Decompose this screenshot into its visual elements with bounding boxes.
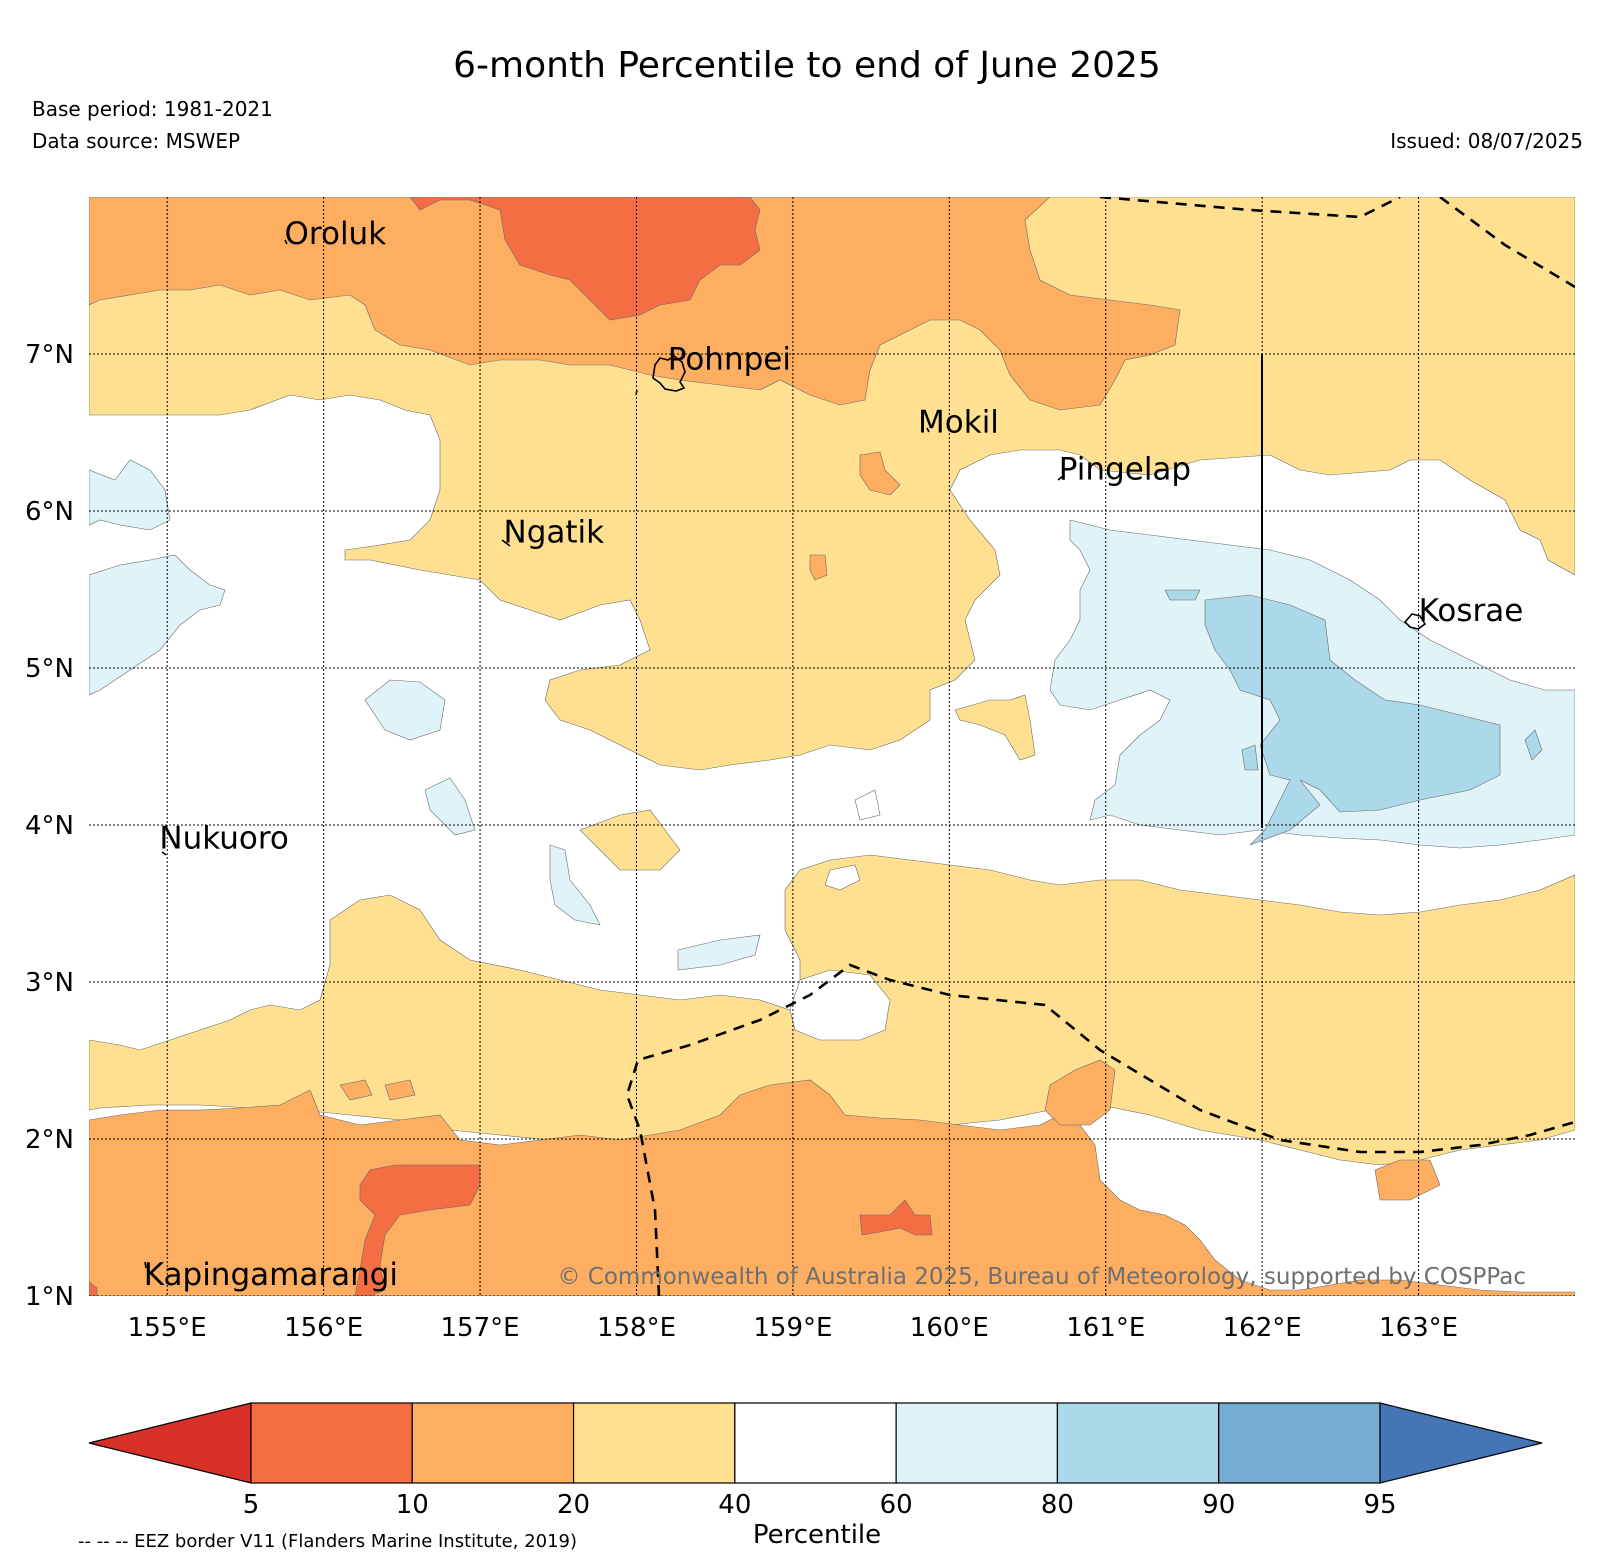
colorbar-tick-label: 5 — [243, 1490, 260, 1520]
latitude-tick-label: 7°N — [25, 340, 74, 370]
latitude-tick-label: 3°N — [25, 968, 74, 998]
south-orange-region — [89, 1079, 1575, 1296]
paleblue-patch-3 — [549, 844, 601, 926]
white-hole-south-center — [789, 969, 891, 1041]
island-outlines — [144, 239, 1427, 1269]
orange-patch-ngatik — [809, 554, 828, 581]
band-80-90-regions — [1164, 589, 1543, 846]
longitude-tick-label: 157°E — [441, 1313, 520, 1343]
lightblue-patch-3 — [1524, 729, 1543, 761]
colorbar-tick-label: 80 — [1041, 1490, 1074, 1520]
lightblue-patch-2 — [1241, 744, 1259, 771]
mokil-island-mark — [926, 427, 930, 433]
latitude-tick-label: 1°N — [25, 1282, 74, 1312]
colorbar-bin — [250, 1402, 413, 1484]
north-red-region — [409, 197, 761, 321]
eez-border-note: -- -- -- EEZ border V11 (Flanders Marine… — [78, 1531, 577, 1552]
west-paleblue-region — [89, 554, 226, 696]
latitude-tick-labels: 1°N 2°N 3°N 4°N 5°N 6°N 7°N — [25, 340, 74, 1312]
south-red-patch-west — [89, 1281, 98, 1296]
colorbar-tick-label: 60 — [880, 1490, 913, 1520]
latitude-tick-label: 4°N — [25, 811, 74, 841]
ngatik-island-mark — [501, 539, 511, 547]
latitude-tick-label: 5°N — [25, 654, 74, 684]
colorbar-bin — [1218, 1402, 1381, 1484]
paleblue-patch-1 — [364, 679, 446, 741]
longitude-tick-labels: 155°E 156°E 157°E 158°E 159°E 160°E 161°E 162°E… — [128, 1313, 1458, 1343]
issued-date-text: Issued: 08/07/2025 — [1390, 129, 1583, 153]
yellow-patch-east-central — [954, 694, 1036, 761]
colorbar-tick-label: 95 — [1363, 1490, 1396, 1520]
kosrae-island-outline — [1403, 613, 1427, 630]
colorbar-extend-high — [1379, 1402, 1543, 1484]
colorbar-bin — [411, 1402, 575, 1484]
south-red-patch-center — [859, 1199, 933, 1236]
pingelap-island-mark — [1057, 475, 1064, 481]
paleblue-patch-4 — [677, 934, 761, 971]
latitude-tick-label: 2°N — [25, 1125, 74, 1155]
oroluk-island-mark — [284, 239, 288, 245]
base-period-text: Base period: 1981-2021 — [32, 97, 273, 121]
place-label-oroluk: Oroluk — [285, 216, 387, 252]
eez-border-south — [625, 963, 1575, 1296]
data-source-text: Data source: MSWEP — [32, 129, 240, 153]
pohnpei-island-outline — [652, 355, 686, 392]
band-40-60-regions — [789, 789, 891, 1041]
place-label-nukuoro: Nukuoro — [159, 821, 288, 857]
colorbar-bin — [734, 1402, 897, 1484]
colorbar-extend-low — [88, 1402, 252, 1484]
eez-border-northeast — [1439, 197, 1575, 289]
place-labels: Oroluk Pohnpei Mokil Pingelap Ngatik Kosrae Nu… — [144, 216, 1524, 1293]
white-hole-center-small — [854, 789, 881, 821]
map-area: Oroluk Pohnpei Mokil Pingelap Ngatik Kosrae Nu… — [89, 197, 1575, 1296]
colorbar-label: Percentile — [753, 1520, 881, 1550]
colorbar — [88, 1402, 1543, 1484]
colorbar-bin — [1056, 1402, 1220, 1484]
orange-patch-east — [1374, 1159, 1441, 1201]
paleblue-patch-2 — [424, 777, 476, 836]
pohnpei-islet-mark — [635, 389, 638, 396]
orange-patch-w-south-2 — [384, 1079, 416, 1101]
longitude-tick-label: 162°E — [1223, 1313, 1302, 1343]
place-label-ngatik: Ngatik — [504, 514, 605, 550]
colorbar-tick-label: 90 — [1202, 1490, 1235, 1520]
longitude-tick-label: 163°E — [1379, 1313, 1458, 1343]
colorbar-bin — [572, 1402, 736, 1484]
orange-patch-mokil — [859, 451, 901, 496]
place-label-kapingamarangi: Kapingamarangi — [144, 1257, 398, 1293]
map-title: 6-month Percentile to end of June 2025 — [453, 45, 1161, 86]
white-hole-center-2 — [824, 864, 861, 891]
longitude-tick-label: 161°E — [1066, 1313, 1145, 1343]
colorbar-tick-label: 10 — [396, 1490, 429, 1520]
east-lightblue-region — [1204, 594, 1501, 846]
longitude-tick-label: 160°E — [910, 1313, 989, 1343]
place-label-mokil: Mokil — [918, 405, 999, 441]
longitude-tick-label: 155°E — [128, 1313, 207, 1343]
place-label-kosrae: Kosrae — [1419, 593, 1524, 629]
place-label-pingelap: Pingelap — [1059, 452, 1191, 488]
longitude-tick-label: 158°E — [597, 1313, 676, 1343]
eez-borders — [625, 197, 1575, 1296]
colorbar-tick-label: 40 — [718, 1490, 751, 1520]
longitude-tick-label: 159°E — [753, 1313, 832, 1343]
colorbar-tick-label: 20 — [557, 1490, 590, 1520]
colorbar-tick-labels: 5 10 20 40 60 80 90 95 — [243, 1490, 1397, 1520]
copyright-text: © Commonwealth of Australia 2025, Bureau… — [557, 1264, 1526, 1290]
orange-patch-w-south — [339, 1079, 373, 1101]
kapingamarangi-island-mark — [144, 1261, 147, 1269]
band-5-10-regions — [89, 197, 933, 1296]
orange-patch-south-east — [1044, 1059, 1116, 1126]
colorbar-bin — [895, 1402, 1059, 1484]
longitude-tick-label: 156°E — [284, 1313, 363, 1343]
west-paleblue-patch — [89, 459, 171, 531]
lightblue-patch-1 — [1164, 589, 1201, 601]
latitude-tick-label: 6°N — [25, 497, 74, 527]
place-label-pohnpei: Pohnpei — [668, 342, 791, 378]
nukuoro-island-mark — [161, 851, 167, 856]
